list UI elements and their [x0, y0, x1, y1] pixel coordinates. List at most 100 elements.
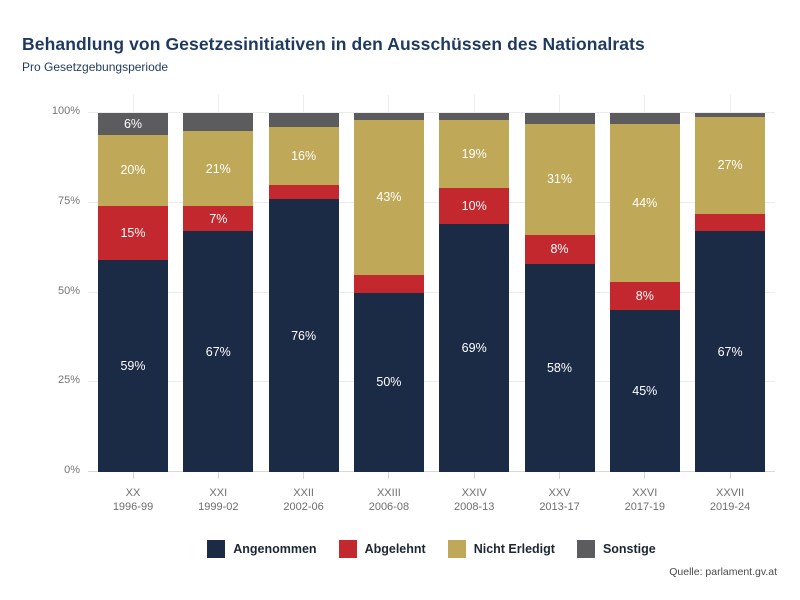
y-axis-tick-label: 50% [57, 284, 80, 297]
category-years: 2006-08 [368, 501, 410, 513]
x-axis-category-label: XXVI 2017-19 [600, 486, 690, 514]
legend-item-sonstige: Sonstige [576, 540, 656, 558]
bar-segment-angenommen: 76% [268, 199, 339, 472]
bar-segment-abgelehnt: 10% [439, 188, 510, 225]
category-years: 2017-19 [624, 501, 665, 513]
legend-label: Sonstige [602, 542, 656, 556]
bar-segment-abgelehnt [268, 184, 339, 200]
bar-segment-angenommen: 45% [609, 310, 680, 472]
bar-value-label: 59% [120, 359, 146, 374]
bar-value-label: 31% [546, 172, 573, 187]
category-roman-numeral: XXIV [461, 487, 487, 499]
bar-segment-abgelehnt: 7% [183, 206, 254, 232]
chart-subtitle: Pro Gesetzgebungsperiode [22, 60, 169, 74]
category-roman-numeral: XXV [548, 487, 571, 499]
axis-tick [303, 472, 305, 479]
legend-swatch [447, 540, 466, 558]
category-roman-numeral: XXVI [632, 487, 658, 499]
bar-value-label: 21% [205, 161, 231, 176]
bar-segment-angenommen: 67% [695, 231, 766, 472]
x-axis-category-label: XXI 1999-02 [173, 486, 263, 514]
axis-tick [644, 472, 646, 479]
x-axis-category-label: XXII 2002-06 [259, 486, 349, 514]
bar-segment-nicht-erledigt: 31% [524, 123, 595, 236]
axis-tick [132, 472, 134, 479]
bar-value-label: 16% [291, 149, 317, 164]
bar-segment-sonstige [353, 113, 424, 121]
bar-segment-angenommen: 50% [353, 292, 424, 472]
bar-segment-nicht-erledigt: 19% [439, 120, 510, 189]
x-axis-line [88, 471, 775, 472]
bar-value-label: 43% [376, 190, 402, 205]
x-axis-category-label: XXV 2013-17 [515, 486, 605, 514]
plot-area: 0% 25% 50% 75% 100% 59% 15% 20% 6% XX 1996-99 67% 7%… [52, 95, 775, 513]
bar-value-label: 45% [632, 384, 658, 399]
legend-label: Abgelehnt [364, 542, 426, 556]
category-years: 2019-24 [709, 501, 751, 513]
category-years: 2013-17 [539, 501, 580, 513]
bar-segment-sonstige: 6% [98, 113, 168, 135]
y-axis-tick-label: 25% [57, 374, 80, 387]
axis-tick [559, 472, 560, 479]
legend: Angenommen Abgelehnt Nicht Erledigt Sonstig… [88, 540, 775, 558]
bar-segment-sonstige [524, 113, 595, 124]
bar-value-label: 44% [632, 195, 658, 210]
bar-value-label: 50% [376, 375, 402, 390]
bar-segment-nicht-erledigt: 20% [98, 134, 168, 207]
bar-segment-sonstige [439, 113, 510, 121]
bar-segment-abgelehnt [695, 213, 766, 232]
source-attribution: Quelle: parlament.gv.at [669, 566, 777, 578]
bar-segment-nicht-erledigt: 43% [353, 120, 424, 275]
bar-value-label: 15% [120, 226, 146, 241]
category-years: 1999-02 [198, 501, 239, 513]
bar-segment-abgelehnt: 8% [609, 281, 680, 311]
bar-segment-angenommen: 69% [439, 224, 510, 472]
bar-value-label: 27% [717, 158, 743, 173]
bar-value-label: 19% [461, 147, 487, 162]
legend-label: Nicht Erledigt [473, 542, 555, 556]
legend-swatch [576, 540, 595, 558]
bar-segment-sonstige [183, 113, 254, 131]
bar-value-label: 76% [291, 328, 317, 343]
x-axis-category-label: XXVII 2019-24 [685, 486, 775, 514]
x-axis-category-label: XXIV 2008-13 [429, 486, 519, 514]
chart-title: Behandlung von Gesetzesinitiativen in de… [22, 34, 645, 54]
legend-swatch [338, 540, 357, 558]
x-axis-category-label: XX 1996-99 [88, 486, 178, 514]
bar-segment-sonstige [268, 113, 339, 128]
bar-segment-sonstige [695, 113, 766, 117]
bar-segment-angenommen: 59% [98, 260, 168, 472]
bar-segment-abgelehnt: 8% [524, 235, 595, 264]
y-axis-tick-label: 0% [64, 464, 80, 476]
bar-segment-sonstige [609, 113, 680, 124]
y-axis-tick-label: 100% [51, 105, 80, 117]
bar-segment-angenommen: 58% [524, 263, 595, 472]
horizontal-gridline [88, 291, 775, 293]
bar-value-label: 67% [205, 344, 231, 359]
axis-tick [388, 472, 390, 479]
x-axis-category-label: XXIII 2006-08 [344, 486, 434, 514]
category-years: 1996-99 [112, 501, 154, 513]
horizontal-gridline [88, 201, 775, 203]
bar-value-label: 8% [550, 242, 569, 257]
category-roman-numeral: XXII [293, 487, 314, 499]
bar-segment-nicht-erledigt: 21% [183, 130, 254, 207]
bar-segment-nicht-erledigt: 27% [695, 116, 766, 214]
bar-value-label: 67% [717, 344, 743, 359]
bar-value-label: 6% [123, 116, 143, 131]
bar-segment-nicht-erledigt: 44% [609, 123, 680, 282]
legend-item-abgelehnt: Abgelehnt [338, 540, 426, 558]
y-axis-tick-label: 75% [57, 194, 80, 207]
bar-segment-angenommen: 67% [183, 231, 254, 472]
bar-segment-abgelehnt [353, 274, 424, 293]
legend-item-angenommen: Angenommen [207, 540, 317, 558]
bar-value-label: 58% [546, 360, 573, 375]
bar-value-label: 10% [461, 199, 487, 214]
category-roman-numeral: XXIII [376, 487, 401, 499]
legend-item-nicht-erledigt: Nicht Erledigt [447, 540, 555, 558]
legend-swatch [207, 540, 226, 558]
bar-value-label: 20% [120, 163, 146, 178]
category-years: 2002-06 [283, 501, 324, 513]
axis-tick [729, 472, 731, 479]
